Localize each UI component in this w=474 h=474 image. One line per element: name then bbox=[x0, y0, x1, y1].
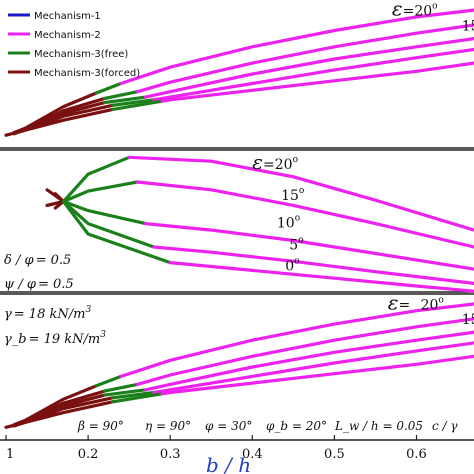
panel-1-epsilon-label-1: 15 bbox=[462, 19, 474, 35]
panel-2-curve-eps-20-mech2 bbox=[127, 155, 474, 232]
legend-label-mechanism-3-free: Mechanism-3(free) bbox=[34, 49, 128, 60]
panel-2-params: δ / φ = 0.5 ψ / φ = 0.5 bbox=[4, 253, 74, 292]
panel-3-curve-eps-20-forced bbox=[20, 384, 98, 424]
panel-2-curve-eps-15-mech2 bbox=[135, 180, 474, 249]
panel-2-curve-eps-10-mech2 bbox=[144, 222, 474, 271]
panel-3-curve-eps-15-mech2 bbox=[135, 317, 474, 386]
legend-label-mechanism-3-forced: Mechanism-3(forced) bbox=[34, 68, 140, 79]
x-tick-label-1: 0.2 bbox=[78, 447, 99, 462]
param-phi-b: φ_b = 20° bbox=[266, 419, 327, 433]
panel-1-curve-eps-10-forced bbox=[12, 101, 107, 135]
panel-1-curve-eps-20-mech2 bbox=[119, 8, 474, 86]
panel-3-curve-eps-5-mech2 bbox=[152, 341, 474, 395]
panel-frames bbox=[0, 147, 474, 441]
panel-3-curve-eps-15-free bbox=[102, 382, 139, 393]
param-eta: η = 90° bbox=[145, 419, 191, 433]
panel-2-epsilon-label-4: 0o bbox=[285, 256, 299, 274]
param-lw-h: L_w / h = 0.05 bbox=[334, 419, 423, 433]
panel-1-curve-eps-20-free bbox=[94, 81, 123, 95]
panel-1-curve-eps-15-mech2 bbox=[135, 23, 474, 94]
param-gamma-b: γ_b = 19 kN/m3 bbox=[4, 330, 106, 347]
panel-2-curve-eps-10-free bbox=[61, 199, 148, 226]
panel-3-epsilon-label-2: 15 bbox=[462, 312, 474, 328]
curve-layer bbox=[4, 8, 474, 429]
panel-2-epsilon-label-3: 5o bbox=[289, 236, 303, 254]
panel-3-curve-eps-0-free bbox=[111, 392, 164, 404]
panel-2-curve-eps-5-mech2 bbox=[152, 245, 474, 285]
panel-3-curve-eps-20-mech2 bbox=[119, 302, 474, 378]
param-gamma: γ = 18 kN/m3 bbox=[4, 305, 91, 322]
panel-1-curve-eps-5-mech2 bbox=[152, 47, 474, 102]
panel-3-params: γ = 18 kN/m3 γ_b = 19 kN/m3 bbox=[4, 305, 106, 347]
panel-2-epsilon-label-1: 15o bbox=[281, 186, 304, 204]
panel-2-epsilon-label-0: ε=20o bbox=[252, 150, 298, 174]
panel-2-curve-eps-20-free bbox=[61, 155, 131, 204]
panel-3-curve-eps-5-free bbox=[111, 390, 156, 400]
panel-3-epsilon-label-1: 20o bbox=[421, 295, 444, 313]
panel-3-curve-eps-0-mech2 bbox=[160, 354, 474, 396]
panel-1-curve-eps-10-free bbox=[102, 95, 148, 105]
x-axis-label: b / h bbox=[206, 453, 251, 474]
legend: Mechanism-1 Mechanism-2 Mechanism-3(free… bbox=[8, 11, 140, 79]
x-axis-ticks: 1 0.2 0.3 0.4 0.5 0.6 bbox=[5, 435, 427, 462]
panel-2-epsilon-label-2: 10o bbox=[277, 214, 300, 232]
x-tick-label-4: 0.5 bbox=[324, 447, 345, 462]
panel-3-curve-eps-10-free bbox=[102, 388, 148, 397]
panel-1-epsilon-label-0: ε=20o bbox=[392, 0, 438, 21]
panel-1-curve-eps-20-forced bbox=[20, 91, 98, 132]
panel-1-curve-eps-5-free bbox=[111, 98, 156, 107]
panel-1-curve-eps-0-forced bbox=[4, 107, 115, 137]
panel-1-curve-eps-15-free bbox=[102, 90, 139, 101]
param-psi-phi: ψ / φ = 0.5 bbox=[4, 277, 74, 292]
x-tick-label-0: 1 bbox=[6, 447, 14, 462]
panel-3-curve-eps-20-free bbox=[94, 374, 123, 388]
panel-3-curve-eps-0-forced bbox=[4, 400, 115, 429]
legend-label-mechanism-2: Mechanism-2 bbox=[34, 30, 101, 41]
param-phi: φ = 30° bbox=[205, 419, 252, 433]
x-tick-label-5: 0.6 bbox=[406, 447, 427, 462]
panel-3-epsilon-label-0: ε= bbox=[388, 290, 410, 314]
legend-label-mechanism-1: Mechanism-1 bbox=[34, 11, 101, 22]
panel-3-curve-eps-10-forced bbox=[12, 393, 107, 427]
panel-2-curve-eps-5-free bbox=[61, 199, 156, 249]
x-tick-label-2: 0.3 bbox=[160, 447, 181, 462]
x-tick-label-3: 0.4 bbox=[242, 447, 263, 462]
param-delta-phi: δ / φ = 0.5 bbox=[4, 253, 71, 268]
bottom-params: β = 90° η = 90° φ = 30° φ_b = 20° L_w / … bbox=[77, 419, 458, 433]
panel-1-curve-eps-10-mech2 bbox=[144, 37, 474, 99]
panel-1-curve-eps-0-free bbox=[111, 99, 164, 111]
param-c-gamma: c / γ bbox=[432, 419, 458, 433]
panel-2-curve-eps-0-free bbox=[61, 199, 172, 265]
panel-2-curve-eps-0-forced bbox=[45, 199, 66, 207]
param-beta: β = 90° bbox=[77, 419, 124, 433]
panel-2-curve-eps-0-mech2 bbox=[168, 261, 474, 293]
panel-1-curve-eps-0-mech2 bbox=[160, 61, 474, 103]
panel-3-curve-eps-10-mech2 bbox=[144, 330, 474, 392]
panel-2-curve-eps-15-free bbox=[61, 180, 139, 204]
